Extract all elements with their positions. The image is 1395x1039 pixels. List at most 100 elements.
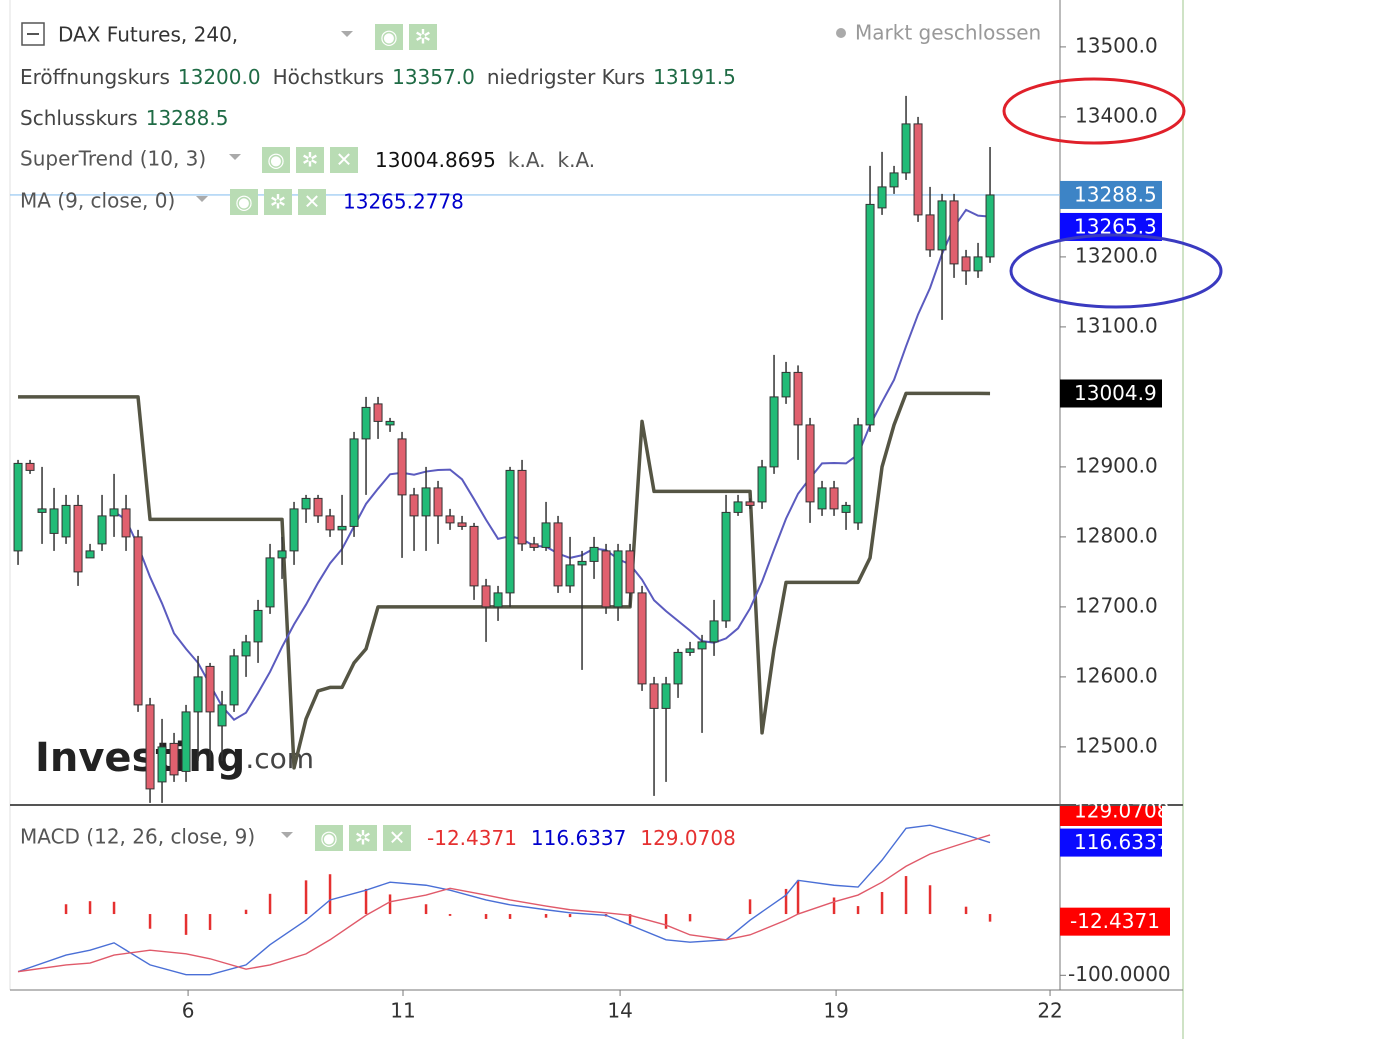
candle-body — [805, 424, 815, 503]
candle-body — [337, 525, 347, 531]
candle-body — [625, 550, 635, 594]
indicator-button[interactable] — [315, 825, 343, 851]
legend-value: 13200.0 — [178, 65, 261, 89]
candle-body — [445, 515, 455, 524]
candle-body — [973, 256, 983, 272]
candle-body — [601, 550, 611, 608]
candle-body — [457, 522, 467, 527]
candle-body — [481, 585, 491, 608]
indicator-button-icon[interactable]: ◉ — [320, 826, 337, 850]
candle-body — [217, 704, 227, 727]
candle-body — [853, 424, 863, 524]
candle-body — [265, 557, 275, 608]
legend-value: 13288.5 — [146, 106, 229, 130]
candle-body — [289, 508, 299, 552]
indicator-button-icon[interactable]: ✲ — [355, 826, 372, 850]
indicator-button[interactable] — [230, 189, 258, 215]
macd-values: -12.4371 116.6337 129.0708 — [427, 826, 736, 850]
legend-label: Höchstkurs — [273, 65, 385, 89]
candle-body — [781, 371, 791, 398]
indicator-button-icon[interactable]: ✕ — [389, 826, 406, 850]
dropdown-caret[interactable] — [196, 196, 208, 202]
indicator-button[interactable] — [330, 147, 358, 173]
candle-body — [925, 214, 935, 251]
candle-body — [169, 742, 179, 776]
candle-body — [433, 487, 443, 517]
macd-tag-box — [1060, 828, 1162, 857]
macd-value: 116.6337 — [531, 826, 626, 850]
candle-body — [85, 550, 95, 559]
close-tag-box — [1060, 180, 1162, 209]
candle-body — [13, 462, 23, 552]
candle-body — [145, 704, 155, 790]
candle-body — [649, 683, 659, 709]
candle-body — [157, 746, 167, 783]
indicator-button-icon[interactable]: ◉ — [267, 148, 284, 172]
macd-tag: 116.6337 — [1074, 830, 1169, 854]
indicator-button-icon[interactable]: ✕ — [336, 148, 353, 172]
candle-body — [865, 203, 875, 426]
indicator-button-icon[interactable]: ✲ — [415, 25, 432, 49]
indicator-button[interactable] — [298, 189, 326, 215]
watermark-domain: .com — [245, 742, 314, 775]
supertrend-tag: 13004.9 — [1074, 381, 1157, 405]
ma-value: 13265.2778 — [343, 190, 464, 214]
indicator-button-icon[interactable]: ◉ — [380, 25, 397, 49]
dropdown-caret[interactable] — [341, 31, 353, 37]
candle-body — [937, 200, 947, 251]
candle-body — [253, 609, 263, 643]
candle-body — [733, 501, 743, 513]
status-dot — [836, 28, 846, 38]
ohlc-legend: Eröffnungskurs 13200.0 Höchstkurs 13357.0 ni… — [20, 65, 736, 89]
indicator-button-icon[interactable]: ◉ — [235, 190, 252, 214]
watermark-brand: Investing — [35, 735, 245, 781]
y-tick-label: 12500.0 — [1075, 733, 1158, 757]
ma-name: MA (9, close, 0) — [20, 189, 175, 213]
x-tick-label: 22 — [1037, 999, 1062, 1023]
candle-body — [505, 469, 515, 594]
candle-body — [793, 371, 803, 426]
dropdown-caret[interactable] — [281, 832, 293, 838]
candle-body — [553, 522, 563, 587]
indicator-button[interactable] — [383, 825, 411, 851]
dropdown-caret[interactable] — [229, 154, 241, 160]
candle-body — [949, 200, 959, 265]
indicator-button[interactable] — [409, 24, 437, 50]
indicator-button[interactable] — [262, 147, 290, 173]
candle-body — [349, 438, 359, 527]
annotation-circle — [1002, 77, 1186, 145]
macd-name: MACD (12, 26, close, 9) — [20, 825, 255, 849]
candle-body — [841, 504, 851, 513]
indicator-button-icon[interactable]: ✲ — [302, 148, 319, 172]
candle-body — [301, 497, 311, 510]
candle-body — [889, 172, 899, 188]
candle-body — [817, 487, 827, 510]
candle-body — [541, 522, 551, 548]
x-tick-label: 14 — [607, 999, 632, 1023]
candle-body — [757, 466, 767, 503]
histogram-tag: -12.4371 — [1070, 909, 1160, 933]
indicator-button[interactable] — [296, 147, 324, 173]
x-tick-label: 6 — [182, 999, 195, 1023]
x-tick-label: 11 — [390, 999, 415, 1023]
legend-label: Eröffnungskurs — [20, 65, 170, 89]
candle-body — [493, 592, 503, 608]
indicator-button-icon[interactable]: ✕ — [304, 190, 321, 214]
legend-label: Schlusskurs — [20, 106, 138, 130]
price-pane: Investing.com — [10, 95, 1060, 803]
status: Markt geschlossen — [855, 21, 1041, 45]
close-legend: Schlusskurs 13288.5 — [20, 106, 228, 130]
candle-body — [661, 683, 671, 709]
indicator-button[interactable] — [375, 24, 403, 50]
candle-body — [205, 665, 215, 713]
candle-body — [613, 550, 623, 608]
indicator-button[interactable] — [349, 825, 377, 851]
indicator-button[interactable] — [264, 189, 292, 215]
candle-body — [769, 396, 779, 468]
legend-value: 13191.5 — [653, 65, 736, 89]
candle-body — [397, 438, 407, 496]
candle-body — [589, 546, 599, 562]
indicator-button-icon[interactable]: ✲ — [270, 190, 287, 214]
candle-body — [313, 497, 323, 517]
